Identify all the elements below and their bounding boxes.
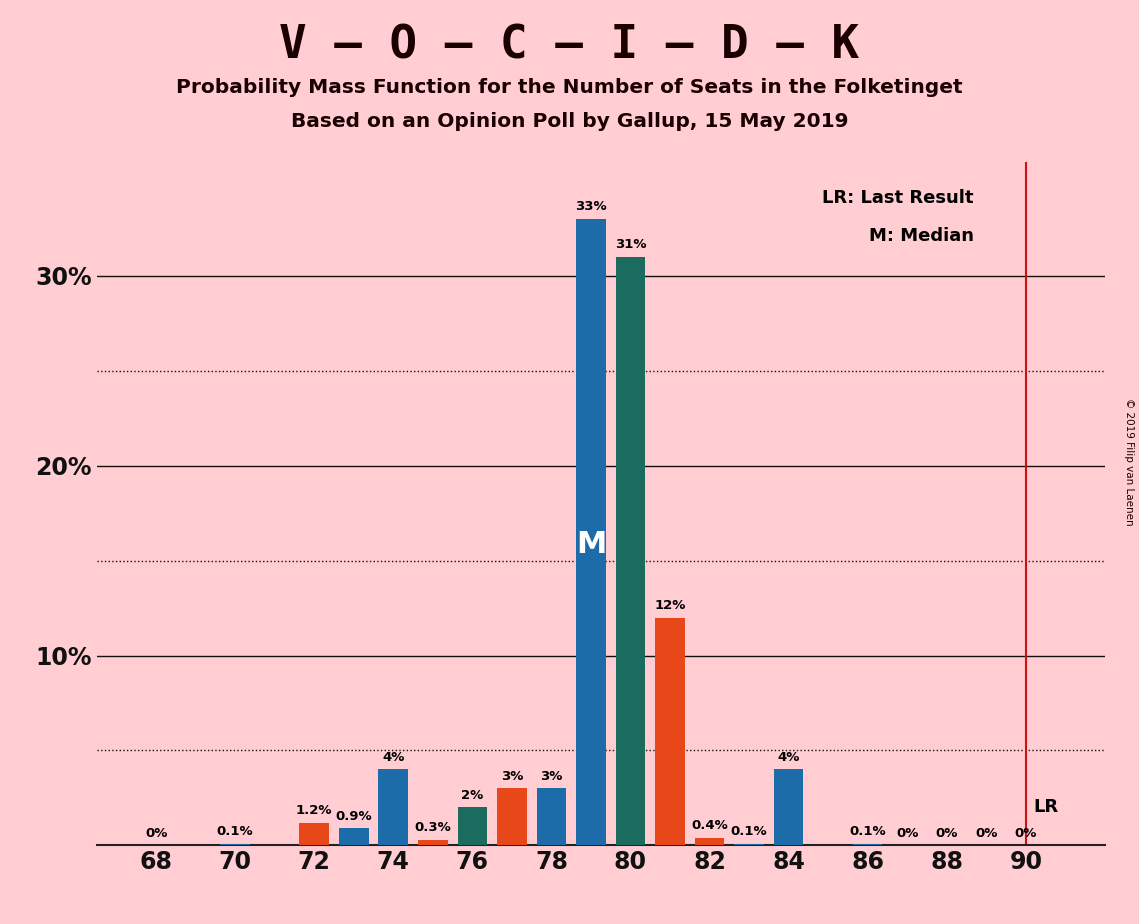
Bar [616, 257, 646, 845]
Bar [695, 838, 724, 845]
Bar [773, 770, 803, 845]
Text: 3%: 3% [501, 770, 523, 783]
Text: Probability Mass Function for the Number of Seats in the Folketinget: Probability Mass Function for the Number… [177, 78, 962, 97]
Text: M: Median: M: Median [869, 226, 974, 245]
Text: LR: Last Result: LR: Last Result [822, 189, 974, 207]
Bar [536, 788, 566, 845]
Text: 12%: 12% [654, 599, 686, 612]
Text: Based on an Opinion Poll by Gallup, 15 May 2019: Based on an Opinion Poll by Gallup, 15 M… [290, 112, 849, 131]
Text: 0%: 0% [1015, 827, 1036, 840]
Bar [458, 808, 487, 845]
Text: 2%: 2% [461, 789, 483, 802]
Text: 1.2%: 1.2% [296, 804, 333, 817]
Text: M: M [575, 530, 606, 559]
Bar [497, 788, 526, 845]
Text: 0.1%: 0.1% [216, 825, 254, 838]
Text: 0%: 0% [145, 827, 167, 840]
Text: 0%: 0% [896, 827, 918, 840]
Text: 0.3%: 0.3% [415, 821, 451, 834]
Text: © 2019 Filip van Laenen: © 2019 Filip van Laenen [1124, 398, 1134, 526]
Text: 0.1%: 0.1% [731, 825, 768, 838]
Bar [853, 844, 883, 845]
Text: 3%: 3% [540, 770, 563, 783]
Bar [576, 219, 606, 845]
Text: 33%: 33% [575, 200, 607, 213]
Bar [339, 829, 369, 845]
Bar [418, 840, 448, 845]
Text: 0%: 0% [935, 827, 958, 840]
Bar [220, 844, 249, 845]
Text: 4%: 4% [382, 751, 404, 764]
Text: V – O – C – I – D – K: V – O – C – I – D – K [279, 23, 860, 68]
Bar [735, 844, 764, 845]
Text: 31%: 31% [615, 238, 646, 251]
Bar [378, 770, 408, 845]
Text: 0.4%: 0.4% [691, 820, 728, 833]
Bar [300, 822, 329, 845]
Text: 0.1%: 0.1% [850, 825, 886, 838]
Text: 0%: 0% [975, 827, 998, 840]
Text: 0.9%: 0.9% [336, 809, 372, 822]
Text: 4%: 4% [778, 751, 800, 764]
Text: LR: LR [1034, 798, 1059, 817]
Bar [655, 617, 685, 845]
